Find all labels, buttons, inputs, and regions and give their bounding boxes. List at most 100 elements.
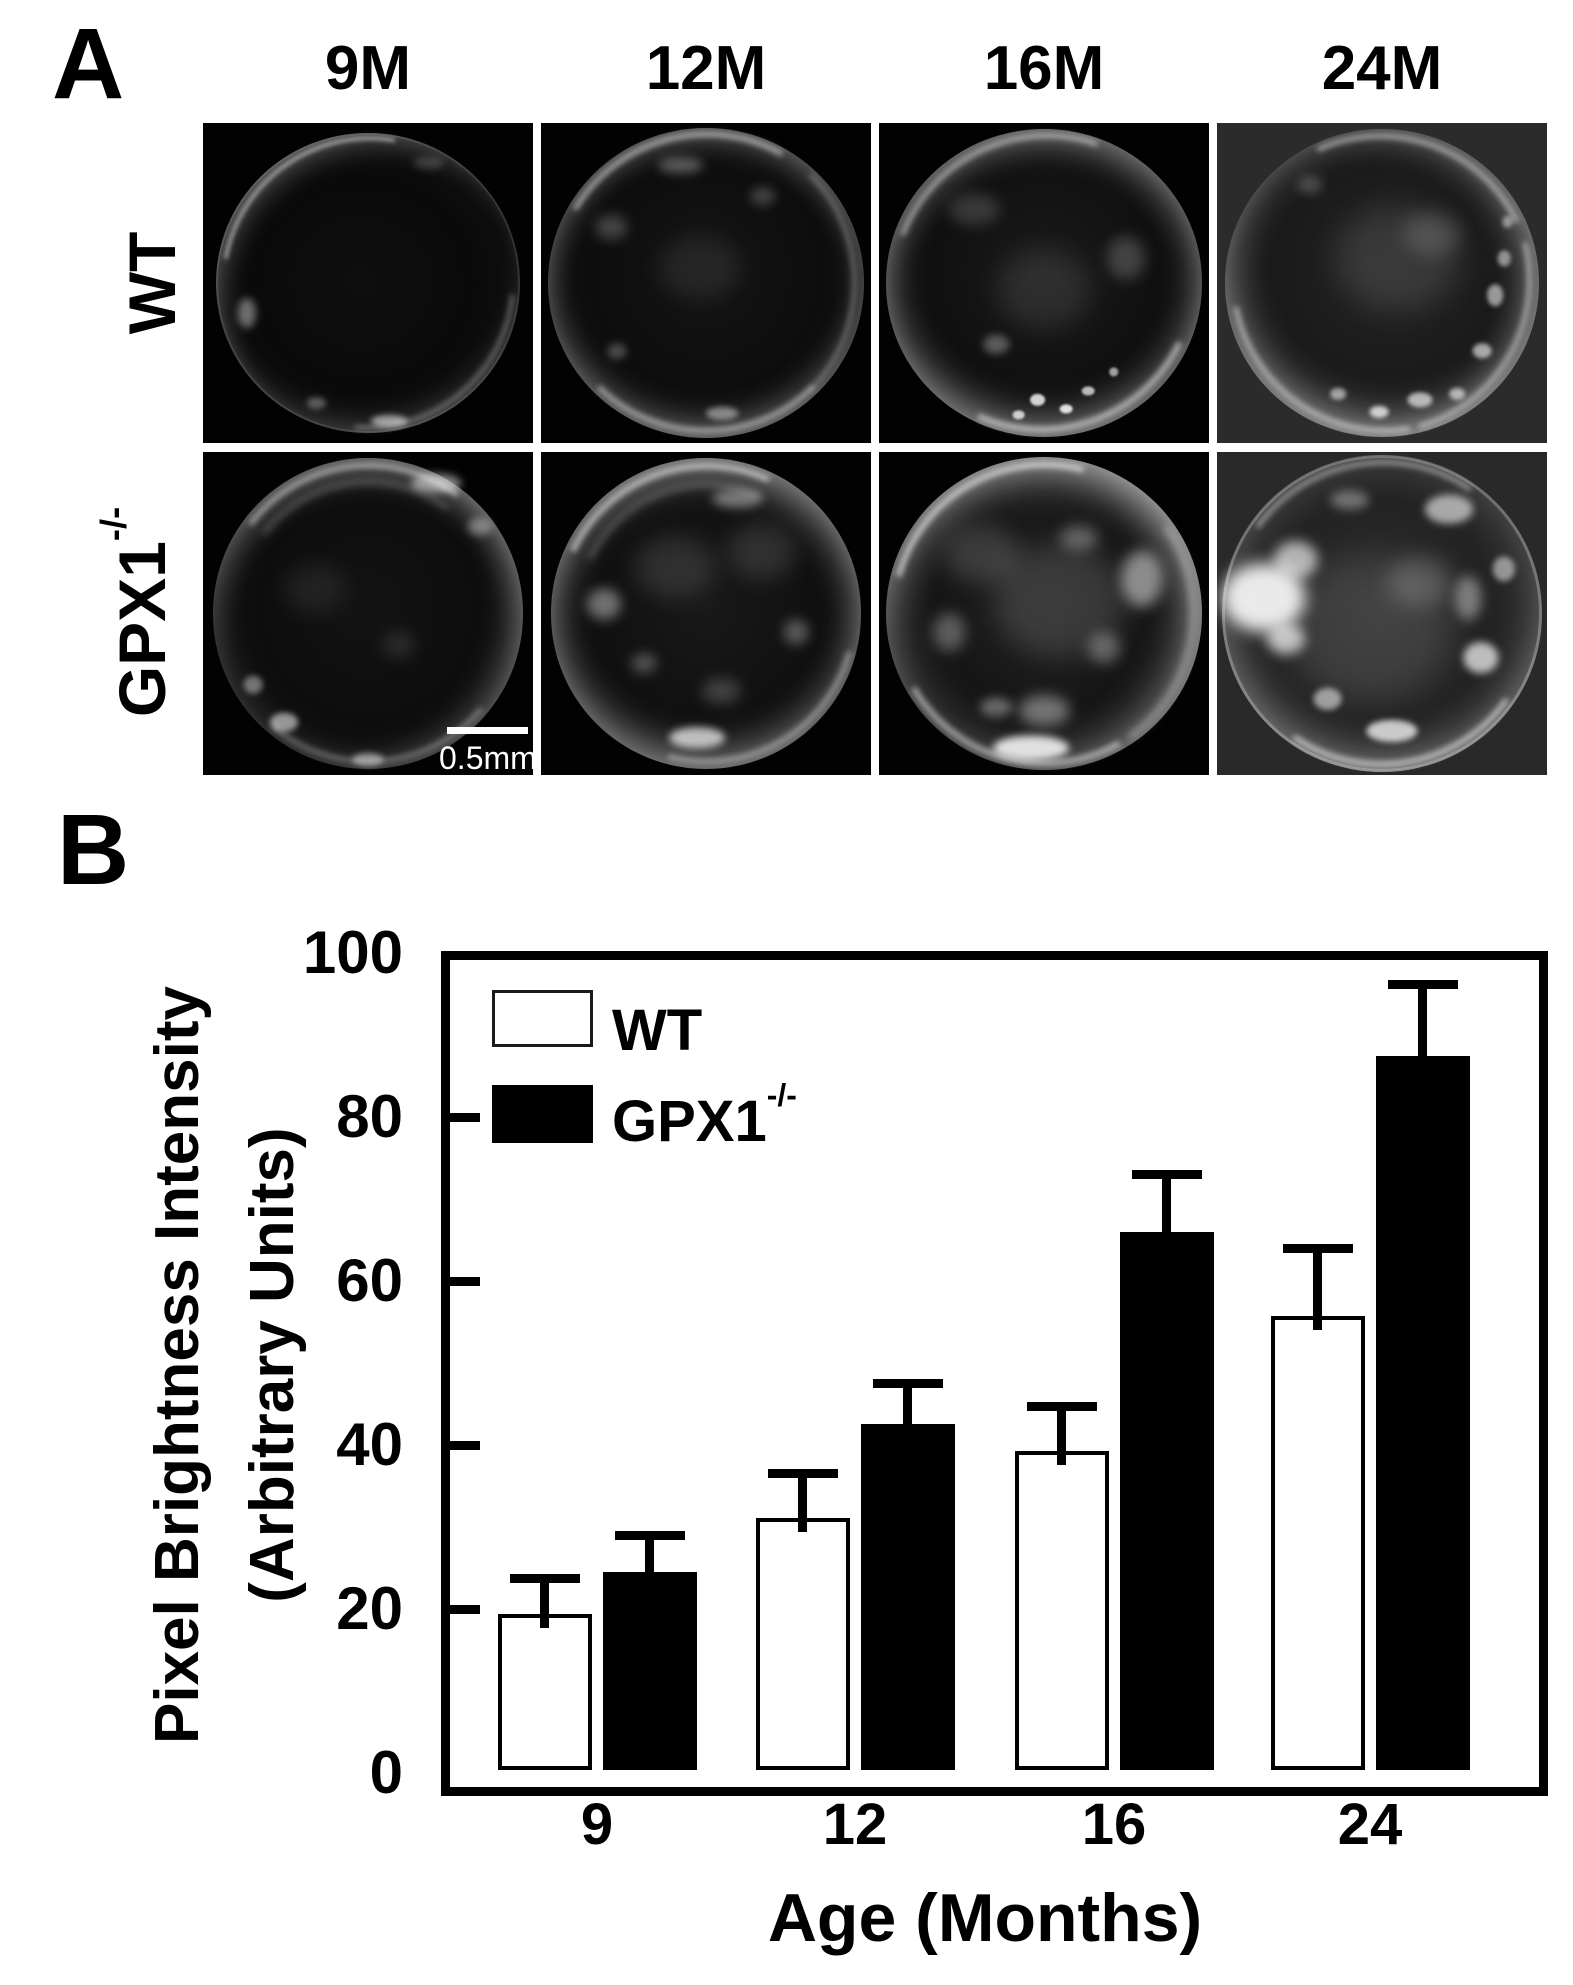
lens-highlight xyxy=(607,343,627,360)
lens-highlight xyxy=(996,249,1092,330)
lens-highlight xyxy=(1059,404,1073,414)
lens-highlight xyxy=(727,523,796,580)
lens-highlight xyxy=(933,613,965,652)
y-tick-20 xyxy=(450,1604,480,1614)
y-tick-label-80: 80 xyxy=(336,1083,403,1150)
lens-highlight xyxy=(1266,622,1306,655)
lens-photo-g12 xyxy=(541,452,871,775)
lens-circle-wt24 xyxy=(1217,123,1547,443)
bar-gpx1-12 xyxy=(860,1423,955,1770)
lens-highlight xyxy=(983,335,1010,354)
bar-gpx1-24 xyxy=(1375,1056,1470,1770)
lens-highlight xyxy=(783,619,809,645)
scale-bar xyxy=(447,727,528,734)
lens-highlight xyxy=(631,653,657,673)
lens-highlight xyxy=(1330,387,1346,400)
lens-highlight xyxy=(284,563,347,614)
lens-highlight xyxy=(1497,250,1511,267)
lens-photo-wt16 xyxy=(879,123,1209,443)
legend-label-wt: WT xyxy=(612,998,703,1063)
y-tick-label-0: 0 xyxy=(369,1739,403,1806)
lens-rim-arc xyxy=(203,123,533,443)
lens-highlight xyxy=(1082,385,1095,396)
y-tick-label-100: 100 xyxy=(302,919,403,986)
lens-highlight xyxy=(411,473,462,493)
error-bar-cap xyxy=(767,1469,838,1479)
lens-highlight xyxy=(1059,525,1098,551)
lens-highlight xyxy=(413,156,444,169)
lens-photo-wt9 xyxy=(203,123,533,443)
y-tick-label-20: 20 xyxy=(336,1575,403,1642)
lens-highlight xyxy=(1273,540,1318,579)
lens-circle-wt16 xyxy=(879,123,1209,443)
lens-highlight xyxy=(942,525,1019,583)
y-tick-label-60: 60 xyxy=(336,1247,403,1314)
error-bar-stem xyxy=(1418,984,1427,1071)
lens-highlight xyxy=(1018,694,1070,727)
lens-highlight xyxy=(1365,719,1418,742)
x-tick-label-24: 24 xyxy=(1337,1792,1403,1857)
error-bar-cap xyxy=(1387,979,1458,989)
lens-highlight xyxy=(586,588,621,620)
lens-highlight xyxy=(750,186,776,206)
lens-highlight xyxy=(1472,342,1492,359)
lens-highlight xyxy=(1425,494,1474,524)
bar-wt-9 xyxy=(497,1613,592,1770)
lens-photo-wt12 xyxy=(541,123,871,443)
column-header-12m: 12M xyxy=(645,34,767,103)
lens-highlight xyxy=(1297,175,1323,194)
lens-highlight xyxy=(712,489,762,509)
lens-highlight xyxy=(1492,556,1515,582)
lens-highlight xyxy=(1449,387,1466,400)
error-bar-stem xyxy=(1057,1406,1066,1465)
lens-highlight xyxy=(1407,392,1433,408)
error-bar-stem xyxy=(645,1535,654,1587)
lens-highlight xyxy=(1487,284,1503,307)
bar-gpx1-16 xyxy=(1119,1231,1214,1770)
lens-circle-g24 xyxy=(1217,452,1547,775)
lens-highlight xyxy=(658,236,741,299)
y-tick-80 xyxy=(450,1112,480,1122)
lens-highlight xyxy=(352,753,384,766)
row-label-gpx1-text: GPX1-/- xyxy=(92,506,179,718)
lens-highlight xyxy=(243,675,263,695)
error-bar-cap xyxy=(1026,1401,1097,1411)
lens-highlight xyxy=(1502,215,1513,228)
lens-photo-g24 xyxy=(1217,452,1547,775)
y-tick-60 xyxy=(450,1276,480,1286)
lens-highlight xyxy=(371,415,408,428)
error-bar-stem xyxy=(798,1473,807,1532)
lens-highlight xyxy=(1107,236,1146,280)
column-header-24m: 24M xyxy=(1321,34,1443,103)
error-bar-stem xyxy=(540,1578,549,1628)
lens-highlight xyxy=(668,726,725,749)
error-bar-cap xyxy=(872,1379,943,1388)
lens-highlight xyxy=(980,698,1013,717)
lens-highlight xyxy=(270,712,299,732)
scale-bar-label: 0.5mm xyxy=(439,740,537,776)
lens-highlight xyxy=(993,735,1070,761)
x-tick-label-12: 12 xyxy=(822,1792,888,1857)
lens-highlight xyxy=(467,517,493,536)
row-label-wt-text: WT xyxy=(115,231,189,335)
y-tick-40 xyxy=(450,1440,480,1450)
lens-highlight xyxy=(948,193,1000,225)
lens-circle-g12 xyxy=(541,452,871,775)
column-header-16m: 16M xyxy=(983,34,1105,103)
error-bar-stem xyxy=(1313,1248,1322,1331)
lens-highlight xyxy=(1285,556,1453,703)
lens-circle-wt9 xyxy=(203,123,533,443)
bar-wt-16 xyxy=(1014,1450,1109,1770)
lens-highlight xyxy=(1330,490,1370,510)
bar-wt-24 xyxy=(1270,1316,1365,1770)
legend-swatch-wt xyxy=(492,990,593,1047)
legend-swatch-gpx1 xyxy=(492,1085,593,1143)
lens-circle-g16 xyxy=(879,452,1209,775)
lens-highlight xyxy=(705,407,738,420)
error-bar-stem xyxy=(1162,1174,1171,1246)
x-tick-label-9: 9 xyxy=(580,1792,614,1857)
lens-highlight xyxy=(1108,367,1119,377)
column-header-9m: 9M xyxy=(324,34,412,103)
lens-highlight xyxy=(1088,632,1121,664)
